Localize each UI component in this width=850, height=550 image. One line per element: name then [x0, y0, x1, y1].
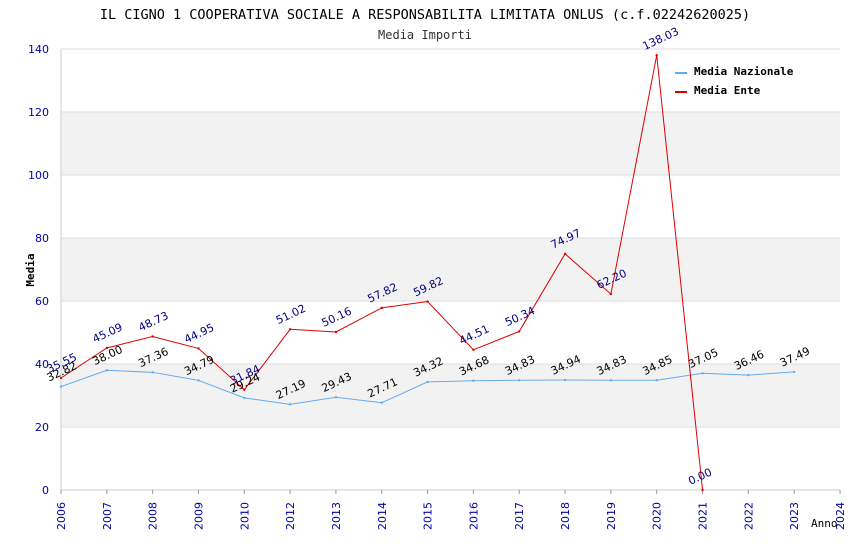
- data-point-media-nazionale: [609, 379, 613, 382]
- x-tick-label: 2006: [55, 502, 68, 530]
- data-point-media-ente: [380, 306, 383, 310]
- data-point-media-nazionale: [380, 401, 383, 404]
- y-tick-label: 0: [42, 484, 49, 497]
- y-tick-label: 60: [35, 295, 49, 308]
- x-tick-label: 2015: [422, 502, 435, 530]
- y-tick-label: 120: [28, 106, 49, 119]
- data-point-media-nazionale: [426, 380, 429, 384]
- data-point-media-ente: [334, 330, 338, 334]
- x-tick-label: 2008: [147, 502, 160, 530]
- data-point-media-nazionale: [655, 379, 658, 382]
- y-axis-label: Media: [24, 253, 37, 286]
- x-tick-label: 2016: [467, 502, 480, 530]
- legend-label-media-nazionale: Media Nazionale: [694, 65, 794, 78]
- data-point-media-nazionale: [518, 379, 521, 382]
- y-tick-label: 140: [28, 43, 49, 56]
- legend-label-media-ente: Media Ente: [694, 84, 761, 97]
- data-point-media-ente: [701, 488, 704, 492]
- data-point-media-ente: [472, 348, 475, 351]
- y-tick-label: 80: [35, 232, 49, 245]
- x-axis-label: Anno: [811, 517, 838, 530]
- legend: Media Nazionale Media Ente: [675, 65, 794, 97]
- data-point-media-nazionale: [197, 379, 200, 382]
- grid-band: [61, 238, 840, 301]
- data-point-media-ente: [59, 376, 63, 380]
- x-tick-label: 2012: [284, 502, 297, 530]
- grid-band: [61, 112, 840, 175]
- x-tick-label: 2007: [101, 502, 114, 530]
- data-point-media-nazionale: [243, 396, 246, 400]
- x-tick-label: 2021: [697, 502, 710, 530]
- data-point-media-ente: [655, 54, 658, 57]
- x-tick-label: 2019: [605, 502, 618, 530]
- x-tick-label: 2020: [651, 502, 664, 530]
- x-tick-label: 2014: [376, 502, 389, 530]
- x-tick-label: 2013: [330, 502, 343, 530]
- data-point-media-ente: [563, 252, 567, 256]
- data-point-media-ente: [243, 388, 246, 391]
- chart-title: IL CIGNO 1 COOPERATIVA SOCIALE A RESPONS…: [100, 7, 750, 23]
- y-tick-label: 100: [28, 169, 49, 182]
- x-tick-label: 2023: [788, 502, 801, 530]
- data-point-media-ente: [518, 330, 521, 333]
- chart-subtitle: Media Importi: [378, 28, 472, 42]
- y-tick-label: 40: [35, 358, 49, 371]
- x-tick-label: 2018: [559, 502, 572, 530]
- x-tick-label: 2009: [192, 502, 205, 530]
- grid-band: [61, 364, 840, 427]
- data-point-media-nazionale: [472, 379, 475, 382]
- data-point-media-nazionale: [563, 378, 567, 382]
- y-tick-label: 20: [35, 421, 49, 434]
- data-point-media-nazionale: [151, 371, 154, 374]
- data-point-media-ente: [288, 328, 292, 331]
- data-point-media-nazionale: [59, 385, 63, 388]
- data-point-media-nazionale: [701, 372, 704, 375]
- data-point-media-ente: [426, 300, 429, 303]
- data-point-media-nazionale: [288, 403, 292, 406]
- data-point-media-ente: [609, 292, 613, 296]
- data-point-media-nazionale: [792, 370, 796, 374]
- data-point-media-ente: [105, 346, 109, 350]
- x-tick-label: 2010: [238, 502, 251, 530]
- x-tick-label: 2022: [742, 502, 755, 530]
- data-point-media-ente: [197, 347, 200, 350]
- x-tick-label: 2024: [834, 502, 847, 530]
- data-point-media-nazionale: [747, 373, 750, 377]
- data-point-media-ente: [151, 335, 154, 338]
- data-point-media-nazionale: [334, 396, 338, 399]
- x-tick-label: 2017: [513, 502, 526, 530]
- data-point-media-nazionale: [105, 369, 109, 372]
